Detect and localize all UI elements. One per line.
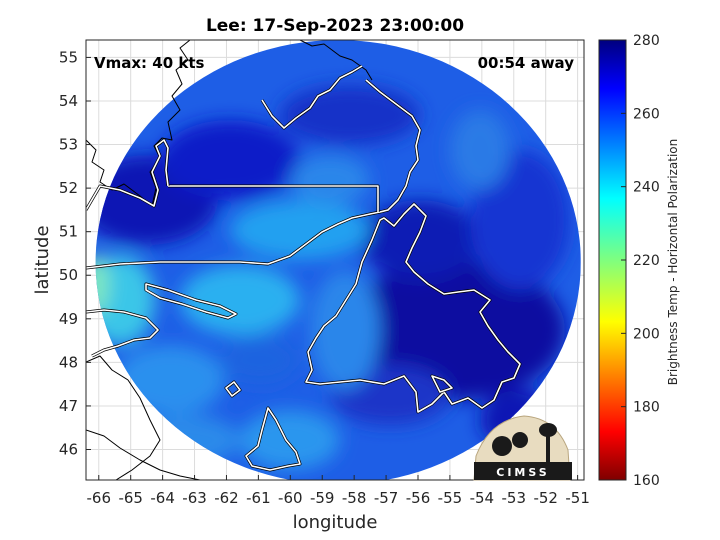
y-axis-label: latitude <box>32 225 53 294</box>
cimss-logo: CIMSS <box>473 415 572 481</box>
axes-frame <box>85 39 585 481</box>
colorbar-ticks: 160 180 200 220 240 260 280 <box>621 33 660 489</box>
y-tick-label: 53 <box>59 136 78 154</box>
colorbar-tick-label: 240 <box>633 180 660 196</box>
colorbar-tick-label: 280 <box>633 33 660 49</box>
x-tick-label: -60 <box>278 489 303 507</box>
y-tick-label: 46 <box>59 441 78 459</box>
y-axis-ticks: 46 47 48 49 50 51 52 53 54 55 <box>59 48 91 459</box>
y-tick-label: 47 <box>59 397 78 415</box>
colorbar-label: Brightness Temp - Horizontal Polarizatio… <box>666 139 680 386</box>
x-axis-label: longitude <box>293 512 378 533</box>
x-tick-label: -56 <box>406 489 431 507</box>
x-tick-label: -52 <box>533 489 558 507</box>
microwave-swath <box>95 40 581 480</box>
colorbar-tick-label: 260 <box>633 106 660 122</box>
logo-dish-right <box>512 432 528 448</box>
x-tick-label: -62 <box>214 489 239 507</box>
coastline-inside-swath <box>86 64 522 472</box>
x-tick-label: -54 <box>470 489 495 507</box>
y-tick-label: 55 <box>59 48 78 66</box>
x-tick-label: -55 <box>438 489 463 507</box>
x-tick-label: -57 <box>374 489 399 507</box>
y-tick-label: 51 <box>59 223 78 241</box>
colorbar-tick-label: 160 <box>633 473 660 489</box>
colorbar-tick-label: 220 <box>633 253 660 269</box>
y-tick-label: 52 <box>59 179 78 197</box>
x-tick-label: -61 <box>246 489 271 507</box>
x-axis-ticks: -66 -65 -64 -63 -62 -61 -60 -59 -58 -57 -56 -55 -54-… <box>87 475 590 507</box>
logo-text: CIMSS <box>496 466 549 479</box>
y-tick-label: 49 <box>59 310 78 328</box>
coastline-north-labrador <box>299 40 373 81</box>
coastline-nova-scotia <box>86 355 161 480</box>
logo-band <box>474 462 572 480</box>
vmax-annotation: Vmax: 40 kts <box>94 54 204 72</box>
logo-dish-left <box>492 436 512 456</box>
y-tick-label: 54 <box>59 92 78 110</box>
x-tick-label: -63 <box>182 489 207 507</box>
chart-title: Lee: 17-Sep-2023 23:00:00 <box>206 16 464 36</box>
colorbar-tick-label: 200 <box>633 326 660 342</box>
coastline-gulf-south <box>86 429 201 480</box>
x-tick-label: -66 <box>87 489 112 507</box>
x-tick-label: -51 <box>565 489 590 507</box>
y-tick-label: 50 <box>59 266 78 284</box>
y-tick-label: 48 <box>59 353 78 371</box>
x-tick-label: -65 <box>118 489 143 507</box>
logo-tank <box>539 423 557 437</box>
x-tick-label: -53 <box>502 489 527 507</box>
x-tick-label: -59 <box>310 489 335 507</box>
x-tick-label: -58 <box>342 489 367 507</box>
x-tick-label: -64 <box>150 489 175 507</box>
colorbar-tick-label: 180 <box>633 400 660 416</box>
logo-tower <box>546 436 550 462</box>
time-away-annotation: 00:54 away <box>478 54 575 72</box>
coastlines <box>86 40 522 480</box>
